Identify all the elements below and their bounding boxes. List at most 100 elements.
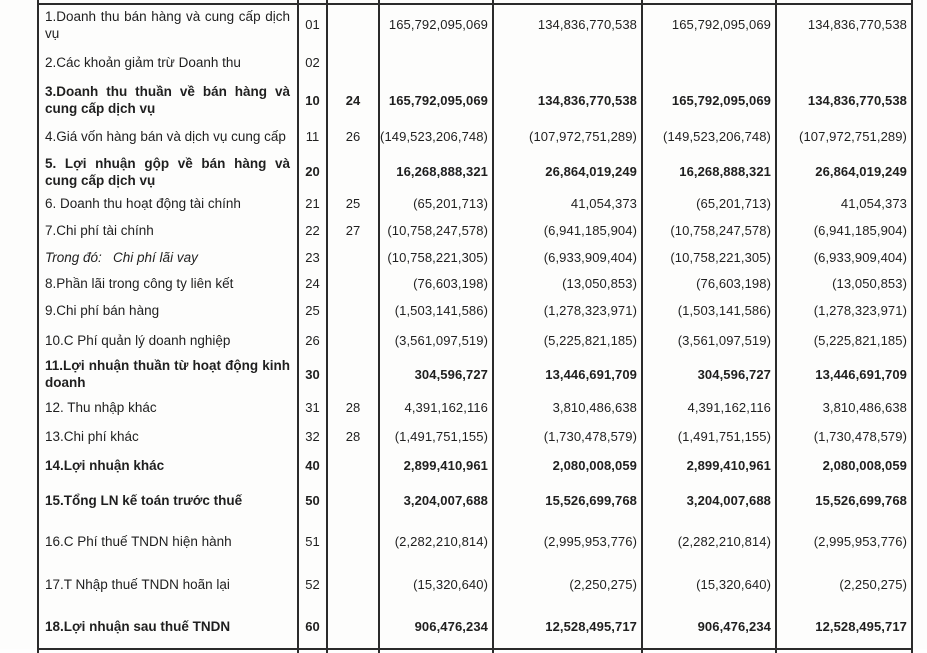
table-top-rule (37, 3, 913, 5)
note-cell (328, 244, 380, 270)
border-cell (643, 0, 777, 3)
amount-value: (3,561,097,519) (394, 332, 488, 348)
value-cell-current-2: (65,201,713) (643, 190, 777, 217)
value-cell-prior-2: 134,836,770,538 (777, 81, 913, 119)
value-cell-prior (494, 44, 643, 81)
code-cell: 25 (299, 297, 328, 324)
table-row: 4.Giá vốn hàng bán và dịch vụ cung cấp 11… (37, 119, 913, 153)
amount-value: 13,446,691,709 (815, 366, 907, 382)
note-cell (328, 270, 380, 297)
code-cell: 21 (299, 190, 328, 217)
amount-value: (149,523,206,748) (380, 128, 488, 144)
note-value: 24 (345, 92, 361, 108)
value-cell-prior: (2,995,953,776) (494, 520, 643, 563)
note-value: 26 (345, 128, 361, 144)
value-cell-current: 906,476,234 (380, 605, 494, 648)
value-cell-current-2: (10,758,247,578) (643, 217, 777, 244)
value-cell-current: 4,391,162,116 (380, 392, 494, 423)
note-cell (328, 5, 380, 44)
note-cell (328, 520, 380, 563)
note-value: 28 (345, 400, 361, 415)
item-cell: 11.Lợi nhuận thuần từ hoạt động kinh doa… (37, 356, 299, 392)
item-label: 3.Doanh thu thuần về bán hàng và cung cấ… (45, 84, 290, 116)
value-cell-prior-2: (107,972,751,289) (777, 119, 913, 153)
table-row: 8.Phần lãi trong công ty liên kết 24 (76,6… (37, 270, 913, 297)
value-cell-current: 165,792,095,069 (380, 81, 494, 119)
amount-value: (6,941,185,904) (813, 223, 907, 238)
code-cell: 22 (299, 217, 328, 244)
item-cell: 15.Tổng LN kế toán trước thuế (37, 480, 299, 520)
table-border-strip-top (37, 0, 913, 3)
amount-value: (15,320,640) (696, 576, 771, 592)
value-cell-prior-2: (13,050,853) (777, 270, 913, 297)
value-cell-current-2: (149,523,206,748) (643, 119, 777, 153)
value-cell-prior-2: (5,225,821,185) (777, 324, 913, 356)
code-value: 22 (305, 223, 320, 238)
value-cell-current: (1,491,751,155) (380, 423, 494, 450)
amount-value: 3,204,007,688 (403, 492, 488, 508)
code-value: 10 (305, 92, 320, 108)
value-cell-current-2: 906,476,234 (643, 605, 777, 648)
code-value: 11 (305, 128, 320, 144)
amount-value: 165,792,095,069 (388, 92, 488, 108)
value-cell-current-2: (1,503,141,586) (643, 297, 777, 324)
amount-value: 26,864,019,249 (815, 164, 907, 179)
code-cell: 31 (299, 392, 328, 423)
item-cell: 12. Thu nhập khác (37, 392, 299, 423)
amount-value: 4,391,162,116 (404, 400, 488, 415)
amount-value: (3,561,097,519) (677, 332, 771, 348)
amount-value: 15,526,699,768 (815, 492, 907, 508)
value-cell-current: 2,899,410,961 (380, 450, 494, 480)
code-cell: 40 (299, 450, 328, 480)
item-label: 5. Lợi nhuận gộp về bán hàng và cung cấp… (45, 155, 290, 188)
item-label: 8.Phần lãi trong công ty liên kết (45, 276, 234, 291)
code-value: 51 (305, 534, 320, 549)
amount-value: 41,054,373 (570, 196, 637, 211)
amount-value: (1,278,323,971) (813, 303, 907, 318)
value-cell-current-2 (643, 44, 777, 81)
value-cell-prior-2: (1,278,323,971) (777, 297, 913, 324)
amount-value: (107,972,751,289) (529, 128, 637, 144)
table-row: 2.Các khoản giảm trừ Doanh thu 02 (37, 44, 913, 81)
item-cell: 14.Lợi nhuận khác (37, 450, 299, 480)
item-cell: 9.Chi phí bán hàng (37, 297, 299, 324)
value-cell-current: (2,282,210,814) (380, 520, 494, 563)
value-cell-current-2: 3,204,007,688 (643, 480, 777, 520)
value-cell-current-2: 2,899,410,961 (643, 450, 777, 480)
amount-value: (2,282,210,814) (394, 534, 488, 549)
table-row: 7.Chi phí tài chính 22 27 (10,758,247,578) (… (37, 217, 913, 244)
item-label: 11.Lợi nhuận thuần từ hoạt động kinh doa… (45, 358, 290, 390)
border-cell (299, 0, 328, 3)
table-row: 1.Doanh thu bán hàng và cung cấp dịch vụ… (37, 5, 913, 44)
code-value: 24 (305, 276, 320, 291)
note-value: 28 (345, 429, 361, 444)
code-value: 30 (305, 366, 320, 382)
note-cell (328, 297, 380, 324)
amount-value: (13,050,853) (832, 276, 907, 291)
amount-value: (65,201,713) (696, 196, 771, 211)
border-cell (37, 0, 299, 3)
note-cell (328, 356, 380, 392)
amount-value: 3,204,007,688 (686, 492, 771, 508)
note-cell: 28 (328, 423, 380, 450)
value-cell-prior: (2,250,275) (494, 563, 643, 605)
amount-value: 16,268,888,321 (396, 164, 488, 179)
border-cell (494, 0, 643, 3)
amount-value: 13,446,691,709 (545, 366, 637, 382)
amount-value: 134,836,770,538 (807, 17, 907, 32)
item-label: 12. Thu nhập khác (45, 400, 157, 415)
border-cell (328, 0, 380, 3)
amount-value: (1,730,478,579) (543, 429, 637, 444)
item-label: 1.Doanh thu bán hàng và cung cấp dịch vụ (45, 8, 290, 41)
value-cell-current: 3,204,007,688 (380, 480, 494, 520)
item-label: 16.C Phí thuế TNDN hiện hành (45, 534, 232, 549)
item-cell: 7.Chi phí tài chính (37, 217, 299, 244)
table-row: Trong đó: Chi phí lãi vay 23 (10,758,221,3… (37, 244, 913, 270)
value-cell-current-2: 16,268,888,321 (643, 153, 777, 190)
table-row: 16.C Phí thuế TNDN hiện hành 51 (2,282,210… (37, 520, 913, 563)
code-cell: 24 (299, 270, 328, 297)
item-label: 9.Chi phí bán hàng (45, 303, 160, 318)
value-cell-prior-2 (777, 44, 913, 81)
item-label: 7.Chi phí tài chính (45, 223, 154, 238)
item-cell: 13.Chi phí khác (37, 423, 299, 450)
